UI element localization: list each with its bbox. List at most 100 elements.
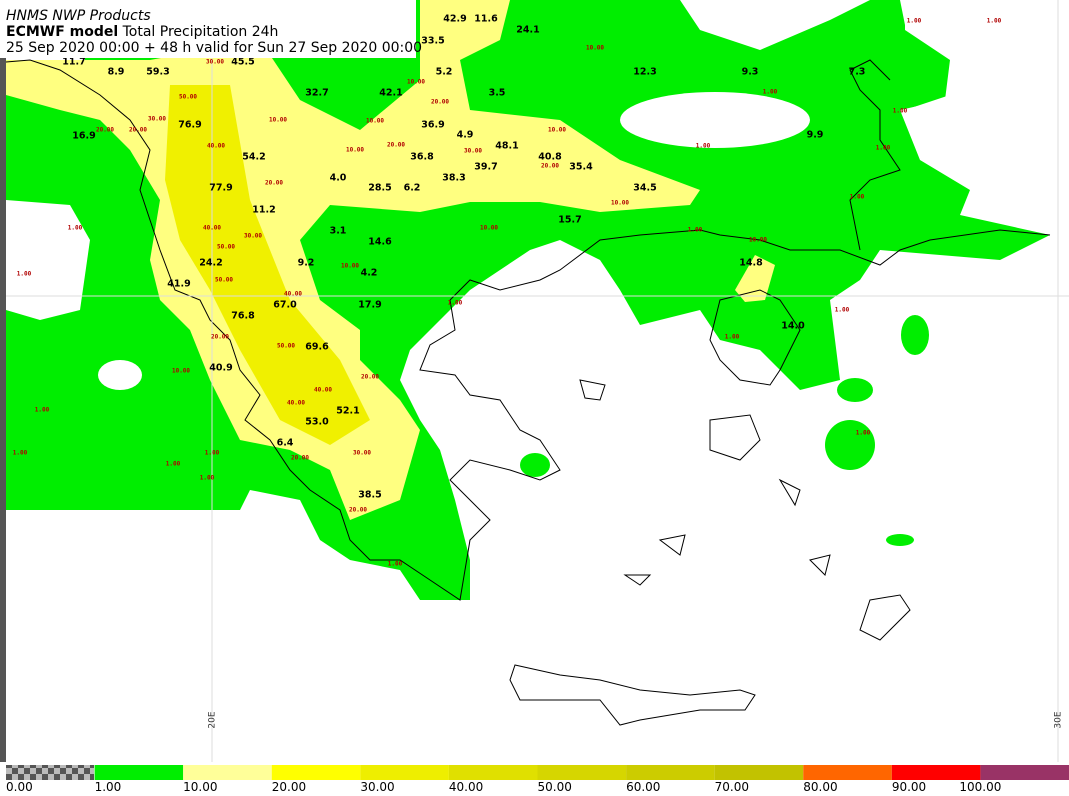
contour-label: 1.00 (763, 89, 778, 96)
station-value: 42.9 (443, 14, 466, 25)
longitude-label: 30E (1054, 711, 1064, 728)
legend-swatch (714, 765, 804, 780)
contour-label: 20.00 (291, 455, 309, 462)
legend-label: 80.00 (803, 780, 837, 794)
contour-label: 50.00 (217, 244, 235, 251)
station-value: 8.9 (108, 67, 125, 78)
legend-swatch (6, 765, 94, 780)
contour-label: 40.00 (203, 225, 221, 232)
station-value: 9.9 (807, 130, 824, 141)
station-value: 17.9 (358, 300, 381, 311)
station-value: 48.1 (495, 141, 518, 152)
contour-label: 50.00 (215, 277, 233, 284)
contour-label: 1.00 (876, 145, 891, 152)
coastlines (5, 59, 1051, 726)
legend-swatch (94, 765, 184, 780)
station-value: 67.0 (273, 300, 297, 311)
green-area (825, 420, 875, 470)
coastline (709, 414, 761, 461)
station-value: 11.7 (62, 57, 85, 68)
contour-label: 30.00 (244, 233, 262, 240)
contour-label: 10.00 (366, 118, 384, 125)
station-value: 76.8 (231, 311, 255, 322)
green-area (886, 534, 914, 546)
contour-label: 10.00 (346, 147, 364, 154)
dry-area (620, 92, 810, 148)
contour-label: 50.00 (277, 343, 295, 350)
station-value: 39.7 (474, 162, 497, 173)
station-value: 45.5 (231, 57, 254, 68)
green-area (837, 378, 873, 402)
contour-label: 20.00 (387, 142, 405, 149)
legend-label: 100.00 (959, 780, 1001, 794)
legend-label: 60.00 (626, 780, 660, 794)
legend-swatch (537, 765, 627, 780)
station-value: 6.4 (277, 438, 294, 449)
contour-label: 20.00 (96, 127, 114, 134)
legend-swatch (980, 765, 1069, 780)
station-value: 6.2 (404, 183, 421, 194)
legend-swatch (360, 765, 449, 780)
contour-label: 20.00 (361, 374, 379, 381)
legend-swatch (448, 765, 538, 780)
station-value: 53.0 (305, 417, 329, 428)
legend-label: 30.00 (360, 780, 394, 794)
coastline (709, 289, 801, 386)
contour-label: 1.00 (893, 108, 908, 115)
station-value: 15.7 (558, 215, 581, 226)
coastline (509, 664, 756, 726)
station-value: 40.8 (538, 152, 562, 163)
labels: 42.9 11.6 24.1 33.5 11.7 45.5 8.9 59.3 5.2 12.3 9.… (13, 14, 1064, 729)
station-value: 28.5 (368, 183, 391, 194)
station-value: 59.3 (146, 67, 169, 78)
station-value: 54.2 (242, 152, 265, 163)
station-value: 38.5 (358, 490, 381, 501)
header-line1: HNMS NWP Products (6, 8, 151, 24)
station-value: 34.5 (633, 183, 656, 194)
station-value: 16.9 (72, 131, 95, 142)
contour-label: 30.00 (464, 148, 482, 155)
station-value: 24.2 (199, 258, 222, 269)
legend-swatch (183, 765, 272, 780)
header-box (0, 0, 416, 58)
station-value: 4.2 (361, 268, 378, 279)
grid (6, 0, 1069, 762)
contour-label: 1.00 (448, 300, 463, 307)
legend-label: 50.00 (538, 780, 572, 794)
station-value: 52.1 (336, 406, 359, 417)
contour-label: 40.00 (207, 143, 225, 150)
yellow-area (165, 85, 370, 445)
station-value: 36.9 (421, 120, 444, 131)
station-value: 14.0 (781, 321, 805, 332)
contour-label: 50.00 (179, 94, 197, 101)
contour-label: 1.00 (166, 461, 181, 468)
contour-label: 20.00 (431, 99, 449, 106)
contour-label: 1.00 (696, 143, 711, 150)
contour-label: 1.00 (725, 334, 740, 341)
contour-label: 1.00 (987, 18, 1002, 25)
station-value: 76.9 (178, 120, 201, 131)
yellow-area (735, 255, 775, 302)
contour-label: 20.00 (265, 180, 283, 187)
contour-label: 1.00 (205, 450, 220, 457)
contour-label: 10.00 (749, 237, 767, 244)
legend-swatch (271, 765, 361, 780)
longitude-label: 20E (208, 711, 218, 728)
contour-label: 1.00 (35, 407, 50, 414)
station-value: 12.3 (633, 67, 656, 78)
station-value: 38.3 (442, 173, 465, 184)
station-value: 35.4 (569, 162, 593, 173)
contour-label: 10.00 (172, 368, 190, 375)
left-strip (0, 0, 6, 796)
contour-label: 1.00 (835, 307, 850, 314)
station-value: 14.6 (368, 237, 392, 248)
contour-label: 20.00 (541, 163, 559, 170)
station-value: 41.9 (167, 279, 190, 290)
station-value: 11.6 (474, 14, 498, 25)
product-name: Total Precipitation 24h (122, 24, 279, 40)
precip-field (5, 0, 1069, 600)
station-value: 3.1 (330, 226, 347, 237)
station-value: 4.0 (330, 173, 347, 184)
legend-label: 0.00 (6, 780, 33, 794)
